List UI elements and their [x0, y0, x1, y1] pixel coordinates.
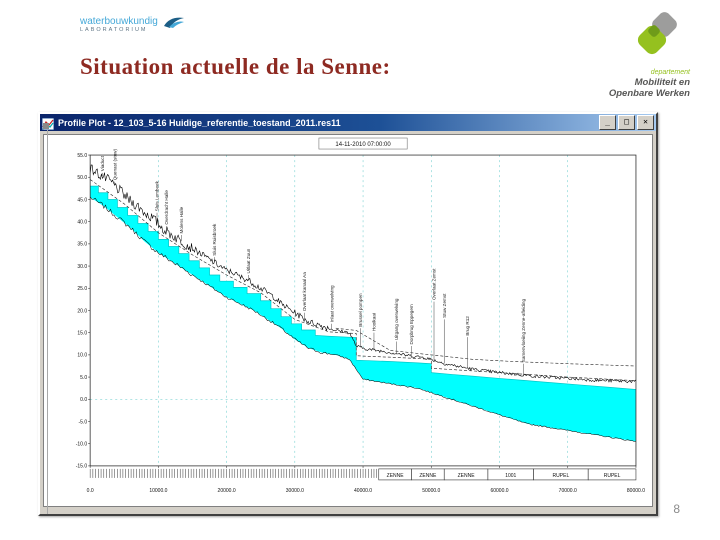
y-tick-label: 50.0	[77, 175, 87, 181]
x-tick-label: 0.0	[87, 488, 94, 494]
y-tick-label: 45.0	[77, 197, 87, 203]
station-label: Samenvloeiing Zenne-afleiding	[521, 299, 526, 363]
page-title: Situation actuelle de la Senne:	[80, 54, 391, 79]
water-surface-line	[90, 185, 636, 390]
y-tick-label: -10.0	[76, 441, 88, 447]
station-label: Uitlaat Zuun	[246, 248, 251, 273]
waterbouwkundig-logo-text: waterbouwkundig	[80, 16, 158, 27]
minimize-button[interactable]: _	[599, 115, 616, 130]
close-button[interactable]: ✕	[637, 115, 654, 130]
station-label: Uitgang overwelving	[394, 298, 399, 340]
river-bed-line	[89, 196, 636, 442]
reach-label: ZENNE	[458, 473, 476, 479]
page-number: 8	[673, 502, 680, 516]
station-label: Sluis Lembeek	[155, 180, 160, 211]
slide-accent-dot	[43, 123, 49, 129]
profile-chart-container: Viaduct Quenast (stuw) Sluis Lembeek Overdr…	[43, 134, 653, 507]
window-titlebar[interactable]: Profile Plot - 12_103_5-16 Huidige_refer…	[40, 114, 656, 131]
water-area	[90, 186, 636, 442]
wave-swoosh-icon	[162, 15, 186, 35]
y-tick-label: -15.0	[76, 464, 88, 470]
station-label: Viaduct	[100, 155, 105, 171]
waterbouwkundig-logo: waterbouwkundig LABORATORIUM	[80, 16, 186, 35]
x-tick-label: 70000.0	[559, 488, 577, 494]
station-label: Overlaat kanaal Aa	[302, 272, 307, 311]
reach-label: ZENNE	[387, 473, 405, 479]
y-tick-label: 25.0	[77, 286, 87, 292]
profile-chart: Viaduct Quenast (stuw) Sluis Lembeek Overdr…	[76, 137, 645, 494]
y-tick-label: 40.0	[77, 219, 87, 225]
y-tick-label: 55.0	[77, 153, 87, 159]
datetime-label: 14-11-2010 07:00:00	[335, 142, 391, 148]
station-label: Hooikaai	[372, 313, 377, 331]
x-tick-label: 30000.0	[286, 488, 304, 494]
y-tick-label: 5.0	[80, 375, 87, 381]
maximize-button[interactable]: □	[618, 115, 635, 130]
window-body: Viaduct Quenast (stuw) Sluis Lembeek Overdr…	[40, 131, 656, 510]
reach-box	[587, 468, 637, 481]
y-tick-label: -5.0	[79, 419, 88, 425]
x-tick-label: 20000.0	[218, 488, 236, 494]
crest-level-line	[335, 327, 636, 367]
profile-plot-window: Profile Plot - 12_103_5-16 Huidige_refer…	[38, 112, 658, 516]
station-label: Stuw Zemst	[442, 293, 447, 318]
terrain-line	[89, 164, 636, 384]
y-tick-label: 30.0	[77, 264, 87, 270]
x-tick-label: 50000.0	[422, 488, 440, 494]
station-label: Inlaat overwelving	[329, 285, 334, 322]
departement-diamond-icon	[632, 12, 682, 68]
y-tick-label: 15.0	[77, 330, 87, 336]
datetime-box	[318, 137, 408, 150]
station-label: Overdracht Halle	[164, 190, 169, 225]
y-tick-label: 10.0	[77, 353, 87, 359]
y-tick-label: 35.0	[77, 242, 87, 248]
slide-accent-line	[47, 130, 48, 514]
station-label: Overlaat Zemst	[432, 268, 437, 300]
reach-label: RUPEL	[553, 473, 570, 479]
departement-mow-logo: departement Mobiliteit en Openbare Werke…	[570, 12, 690, 99]
window-title: Profile Plot - 12_103_5-16 Huidige_refer…	[58, 117, 341, 128]
reach-label: RUPEL	[604, 473, 621, 479]
flood-level-line	[89, 179, 636, 381]
x-tick-label: 10000.0	[149, 488, 167, 494]
reach-label: 1001	[505, 473, 516, 479]
station-label: Dorpbrug Eppegem	[409, 304, 414, 344]
station-label: Molens Halle	[179, 206, 184, 233]
x-tick-label: 60000.0	[490, 488, 508, 494]
openbare-werken-label: Openbare Werken	[608, 88, 690, 99]
laboratorium-logo-text: LABORATORIUM	[80, 27, 148, 33]
mobiliteit-label: Mobiliteit en	[634, 77, 690, 88]
x-tick-label: 80000.0	[627, 488, 645, 494]
station-label: Brug R12	[465, 316, 470, 336]
y-tick-label: 0.0	[80, 397, 87, 403]
station-label: Brussel pompen	[358, 293, 363, 327]
x-tick-label: 40000.0	[354, 488, 372, 494]
reach-label: ZENNE	[419, 473, 437, 479]
y-tick-label: 20.0	[77, 308, 87, 314]
station-label: Sluis Ruisbroek	[212, 223, 217, 256]
station-label: Quenast (stuw)	[112, 149, 117, 181]
departement-label: departement	[650, 69, 690, 76]
